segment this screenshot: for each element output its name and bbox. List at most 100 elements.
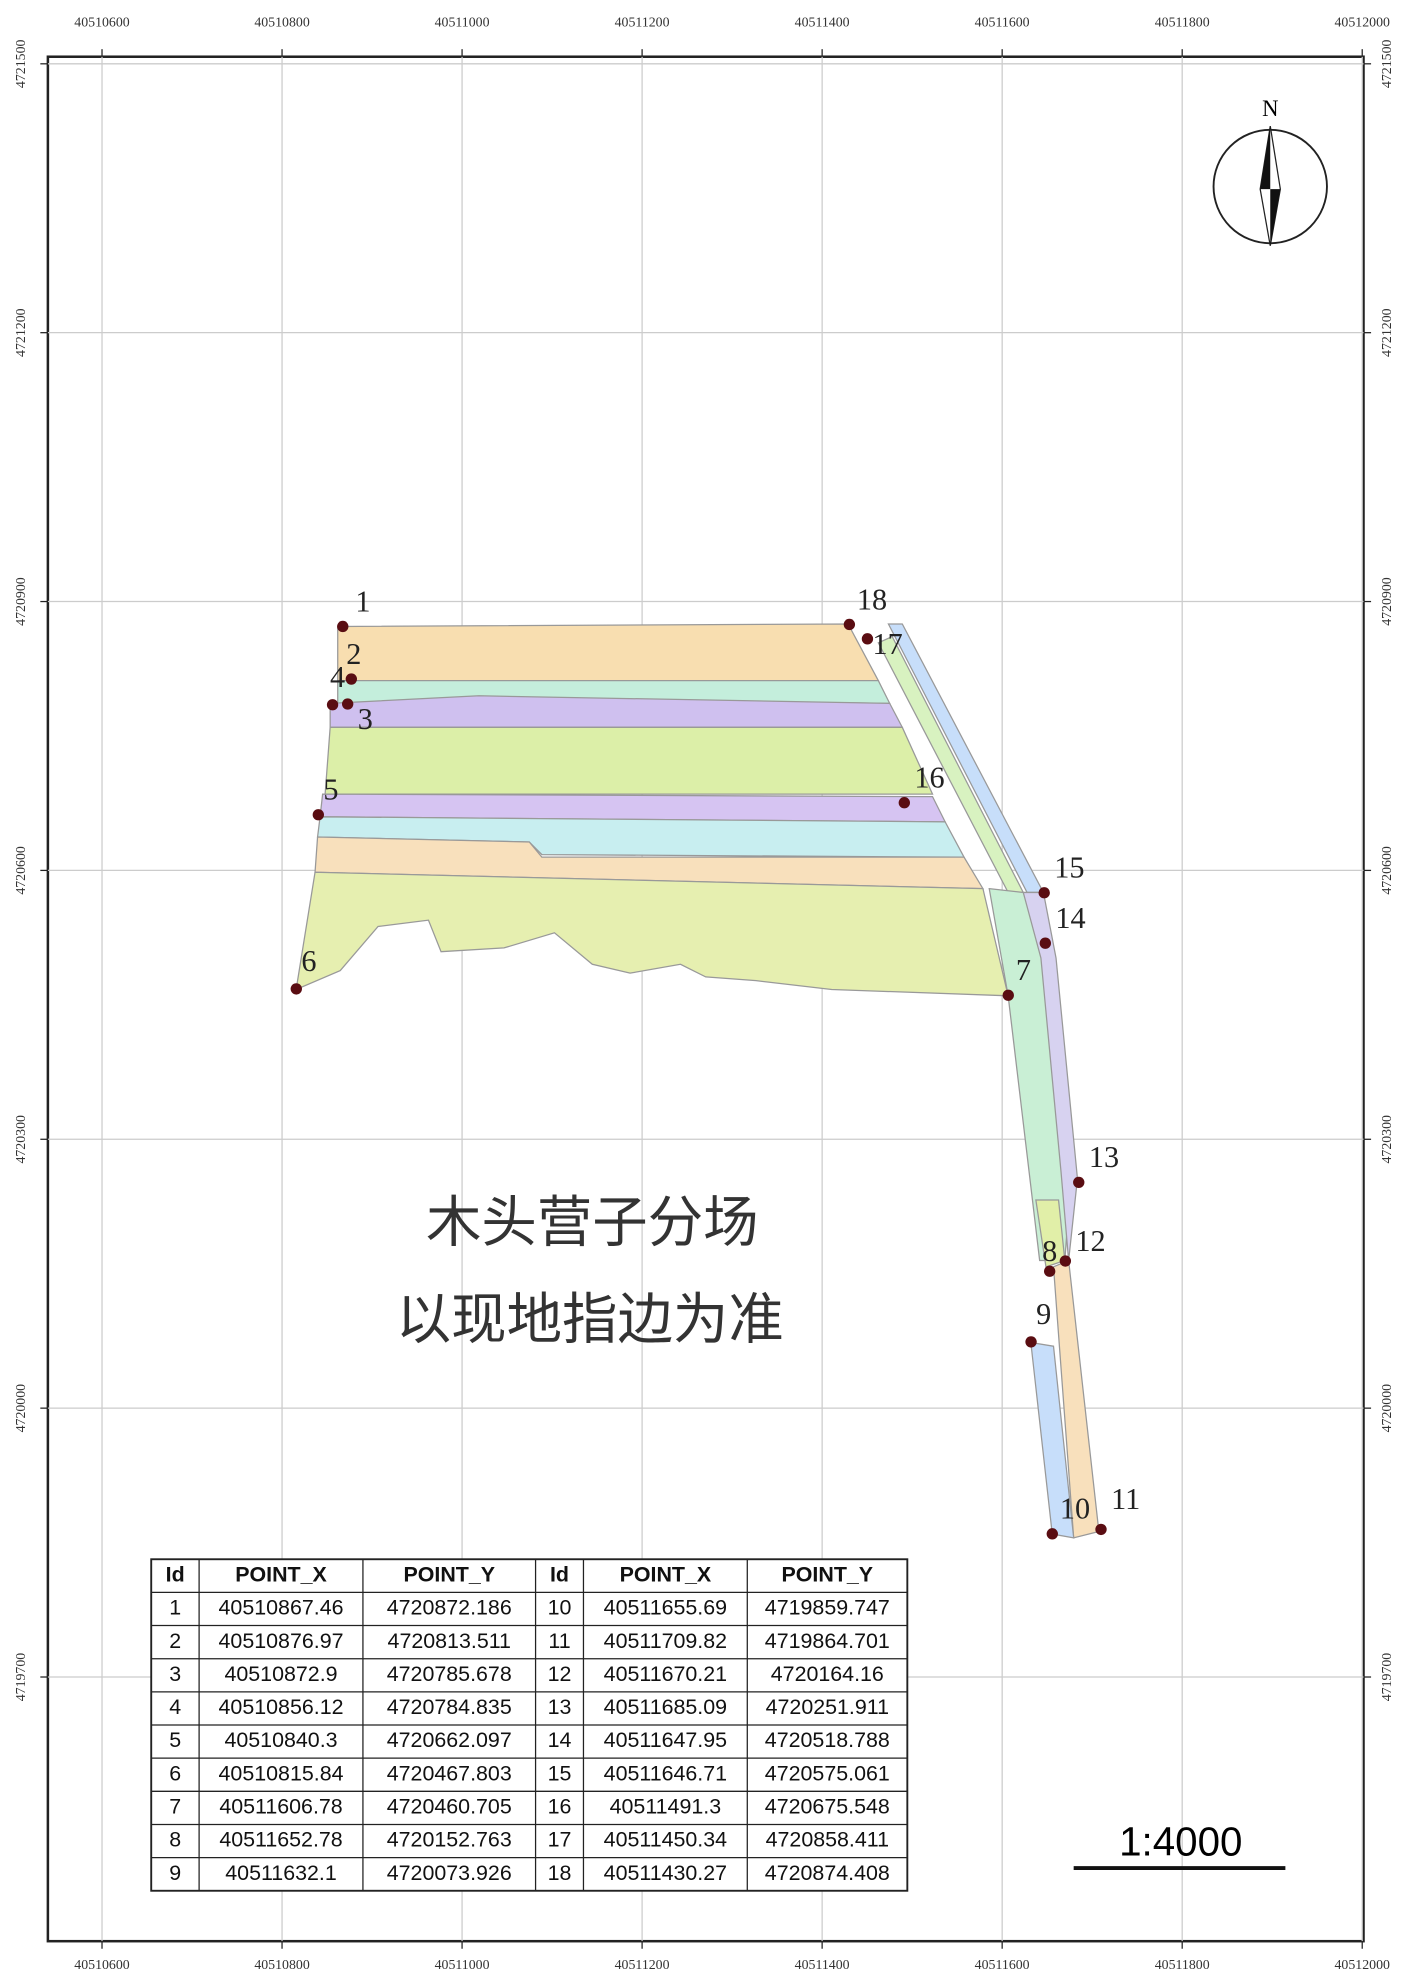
y-tick-label: 4719700 [13,1653,28,1702]
point-marker [1038,887,1050,899]
table-cell: 4720073.926 [387,1861,512,1885]
x-tick-label: 40510800 [254,14,310,29]
table-cell: 40511647.95 [604,1728,727,1752]
table-cell: 4720164.16 [771,1662,884,1686]
table-cell: 40511606.78 [219,1795,342,1819]
table-header: POINT_Y [782,1562,874,1586]
table-cell: 9 [169,1861,181,1885]
parcel [1030,1341,1075,1539]
table-cell: 4719864.701 [765,1629,890,1653]
table-cell: 4720813.511 [388,1629,511,1653]
table-cell: 2 [169,1629,181,1653]
point-marker [1046,1528,1058,1540]
table-cell: 14 [548,1728,572,1752]
x-tick-label: 40511600 [975,14,1030,29]
parcel [329,695,904,728]
point-marker [312,809,324,821]
table-cell: 40510872.9 [224,1662,337,1686]
point-marker [898,797,910,809]
y-tick-label: 4720900 [13,577,28,626]
table-cell: 17 [548,1828,572,1852]
x-tick-label: 40511600 [975,1957,1030,1972]
x-tick-label: 40512000 [1335,14,1391,29]
parcel [337,623,880,682]
point-marker [1095,1523,1107,1536]
table-cell: 40511491.3 [610,1795,722,1819]
table-cell: 4720251.911 [766,1695,889,1719]
point-marker [337,620,349,633]
parcel [324,726,934,795]
point-label: 9 [1036,1297,1051,1331]
point-label: 8 [1042,1234,1057,1268]
table-cell: 40510876.97 [219,1629,344,1653]
point-label: 15 [1054,851,1084,885]
table-cell: 40511655.69 [604,1596,727,1620]
point-label: 18 [857,582,887,616]
table-cell: 18 [548,1861,572,1885]
x-tick-label: 40511400 [795,14,850,29]
table-cell: 1 [169,1596,181,1620]
table-header: POINT_X [235,1562,327,1586]
table-cell: 3 [169,1662,181,1686]
table-cell: 4720152.763 [387,1828,512,1852]
table-cell: 40511430.27 [604,1861,727,1885]
arrow [1260,126,1271,190]
table-cell: 11 [548,1629,570,1653]
y-tick-label: 4721500 [13,39,28,88]
point-label: 14 [1055,901,1085,935]
table-cell: 5 [169,1728,181,1752]
y-tick-label: 4720600 [1379,846,1394,895]
parcel [1022,891,1079,1261]
y-tick-label: 4720900 [1379,577,1394,626]
table-cell: 4720460.705 [387,1795,512,1819]
table-cell: 4720662.097 [387,1728,512,1752]
x-tick-label: 40511000 [435,1957,490,1972]
x-tick-label: 40511800 [1155,14,1210,29]
point-marker [290,983,302,995]
point-label: 13 [1089,1140,1119,1174]
point-label: 16 [914,761,944,795]
point-label: 5 [323,773,338,807]
point-marker [345,673,357,685]
coordinate-table: Id POINT_X POINT_Y Id POINT_X POINT_Y 1 4051086… [150,1558,909,1892]
table-cell: 40510840.3 [224,1728,337,1752]
map-label: 以现地指边为准 [396,1289,784,1353]
point-marker [1039,937,1051,949]
table-cell: 4719859.747 [765,1596,890,1620]
table-cell: 40511670.21 [604,1662,727,1686]
point-label: 7 [1016,953,1031,987]
point-marker [1073,1176,1085,1189]
y-tick-label: 4720000 [13,1384,28,1433]
x-tick-label: 40511800 [1155,1957,1210,1972]
y-tick-label: 4720600 [13,846,28,895]
parcels [295,623,1100,1539]
table-cell: 40511632.1 [225,1861,337,1885]
scale-label: 1:4000 [1119,1818,1242,1864]
point-marker [326,699,339,711]
point-label: 10 [1060,1492,1090,1526]
table-cell: 15 [548,1761,572,1785]
table-cell: 4720874.408 [765,1861,890,1885]
y-tick-label: 4720300 [13,1115,28,1164]
table-cell: 40511685.09 [604,1695,727,1719]
table-cell: 4720784.835 [387,1695,512,1719]
point-label: 1 [355,584,370,618]
table-cell: 4720467.803 [387,1761,512,1785]
y-tick-label: 4721200 [13,308,28,357]
point-label: 2 [346,637,361,671]
table-cell: 4720575.061 [765,1761,890,1785]
parcel [295,871,1009,997]
point-label: 3 [358,702,373,736]
point-marker [1025,1336,1037,1348]
map-label: 木头营子分场 [426,1192,759,1256]
table-cell: 7 [169,1795,181,1819]
table-header: POINT_Y [403,1562,495,1586]
table-header: Id [550,1562,569,1586]
point-marker [1043,1265,1056,1277]
table-cell: 40510815.84 [219,1761,344,1785]
x-tick-label: 40510600 [74,1957,130,1972]
table-cell: 4720675.548 [765,1795,890,1819]
y-tick-label: 4720000 [1379,1384,1394,1433]
table-cell: 40510856.12 [219,1695,344,1719]
x-tick-label: 40512000 [1335,1957,1391,1972]
